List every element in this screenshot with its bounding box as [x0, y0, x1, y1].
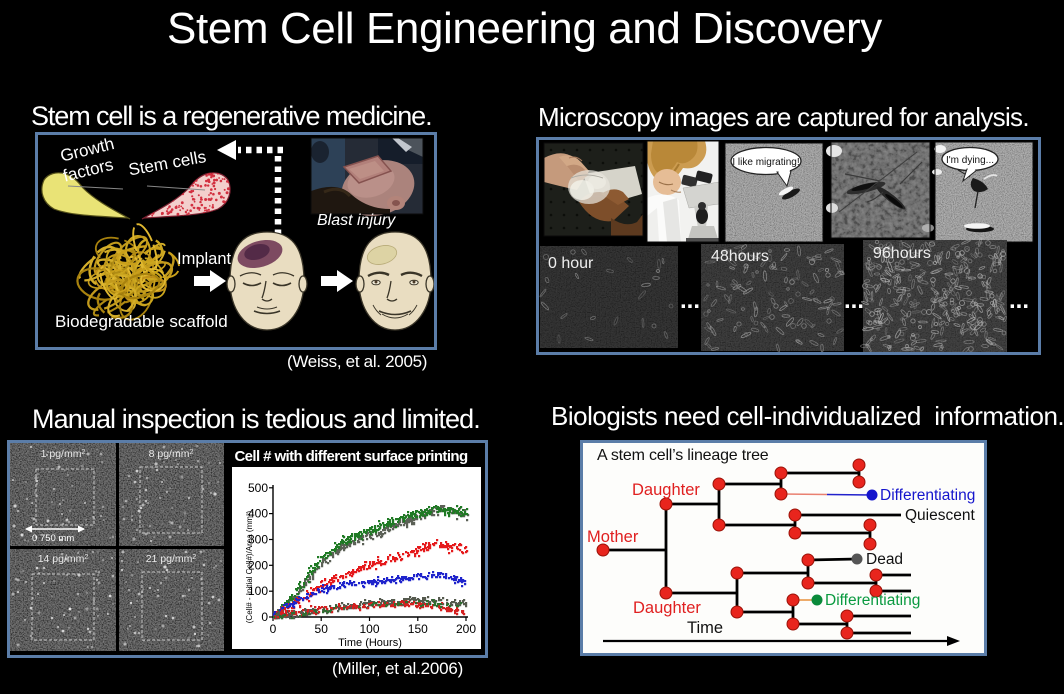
svg-text:Quiescent: Quiescent [905, 507, 975, 524]
svg-text:Implant: Implant [177, 250, 232, 268]
svg-text:Stem cells: Stem cells [127, 147, 208, 179]
svg-text:Differentiating: Differentiating [880, 487, 975, 504]
svg-text:400: 400 [248, 507, 268, 521]
svg-text:0: 0 [261, 610, 268, 624]
svg-text:1 pg/mm2: 1 pg/mm2 [41, 448, 86, 460]
svg-text:Mother: Mother [587, 528, 639, 546]
svg-text:0 hour: 0 hour [548, 255, 594, 272]
svg-text:Biodegradable scaffold: Biodegradable scaffold [55, 312, 228, 331]
svg-text:0: 0 [270, 622, 277, 636]
svg-text:I'm dying...: I'm dying... [946, 155, 994, 166]
svg-text:50: 50 [315, 622, 329, 636]
svg-text:Blast injury: Blast injury [317, 212, 396, 229]
svg-text:8 pg/mm2: 8 pg/mm2 [149, 448, 194, 460]
svg-text:Daughter: Daughter [633, 599, 701, 617]
svg-text:300: 300 [248, 533, 268, 547]
svg-text:200: 200 [456, 622, 476, 636]
svg-text:...: ... [844, 287, 864, 314]
svg-text:14 pg/mm2: 14 pg/mm2 [38, 553, 89, 565]
svg-text:0 750 mm: 0 750 mm [32, 533, 74, 544]
svg-text:200: 200 [248, 558, 268, 572]
svg-text:...: ... [680, 287, 700, 314]
svg-text:Daughter: Daughter [632, 481, 700, 499]
svg-text:100: 100 [248, 584, 268, 598]
svg-text:96hours: 96hours [873, 245, 931, 262]
svg-text:21 pg/mm2: 21 pg/mm2 [146, 553, 197, 565]
svg-text:100: 100 [359, 622, 379, 636]
svg-text:48hours: 48hours [711, 248, 769, 265]
svg-text:(Cell# - Initial Cell#)/Area (: (Cell# - Initial Cell#)/Area (mm²) [245, 510, 254, 623]
svg-text:I like migrating!: I like migrating! [732, 157, 799, 168]
svg-text:Cell # with different surface: Cell # with different surface printing [234, 448, 468, 465]
svg-text:Time: Time [687, 619, 723, 637]
svg-text:Time (Hours): Time (Hours) [338, 637, 402, 649]
svg-text:A stem cell’s lineage tree: A stem cell’s lineage tree [597, 447, 769, 464]
svg-text:Differentiating: Differentiating [825, 592, 920, 609]
svg-text:150: 150 [408, 622, 428, 636]
svg-text:Dead: Dead [866, 551, 903, 568]
svg-text:500: 500 [248, 481, 268, 495]
svg-text:...: ... [1009, 287, 1029, 314]
